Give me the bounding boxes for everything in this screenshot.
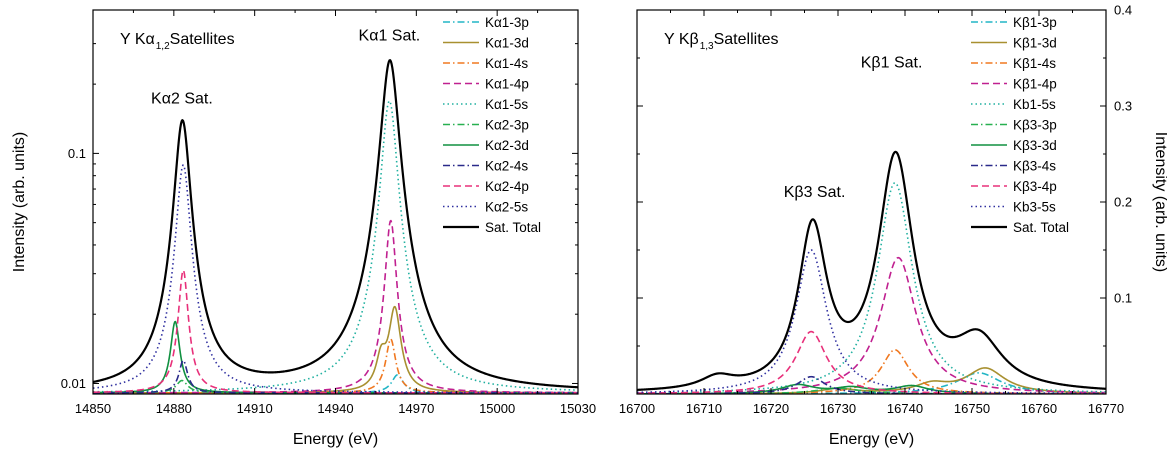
x-tick-label: 15000 <box>479 401 515 416</box>
y-axis-title: Intensity (arb. units) <box>1152 132 1167 273</box>
x-axis-title: Energy (eV) <box>829 431 914 448</box>
panel-title-rest: Satellites <box>714 31 779 48</box>
panel-title-main: Y Kα <box>120 31 155 48</box>
y-tick-label: 0.01 <box>61 376 86 391</box>
series-line-2 <box>93 338 578 394</box>
peak-annotation: Kβ1 Sat. <box>861 55 923 72</box>
x-tick-label: 16760 <box>1021 401 1057 416</box>
x-tick-label: 16740 <box>887 401 923 416</box>
peak-annotation: Kβ3 Sat. <box>784 184 846 201</box>
y-tick-label: 0.1 <box>1114 291 1132 306</box>
series-line-1 <box>637 367 1106 394</box>
legend-label: Kα1-5s <box>485 97 528 112</box>
series-line-6 <box>93 320 578 394</box>
x-tick-label: 15030 <box>560 401 596 416</box>
x-tick-label: 16700 <box>619 401 655 416</box>
series-line-10 <box>637 150 1106 391</box>
x-tick-label: 14880 <box>156 401 192 416</box>
legend-label: Kα2-3d <box>485 138 529 153</box>
legend-label: Kβ3-4s <box>1013 159 1056 174</box>
x-tick-label: 16710 <box>686 401 722 416</box>
x-tick-label: 14850 <box>75 401 111 416</box>
x-tick-label: 14970 <box>398 401 434 416</box>
legend-label: Kα2-5s <box>485 200 528 215</box>
x-tick-label: 16750 <box>954 401 990 416</box>
legend-label: Kα1-3d <box>485 36 529 51</box>
x-tick-label: 14910 <box>237 401 273 416</box>
legend-label: Kb1-5s <box>1013 97 1056 112</box>
panel-title-subscript: 1,3 <box>700 41 714 52</box>
x-tick-label: 16730 <box>820 401 856 416</box>
legend-label: Kβ1-3d <box>1013 36 1057 51</box>
peak-annotation: Kα1 Sat. <box>359 27 421 44</box>
legend-label: Kb3-5s <box>1013 200 1056 215</box>
legend-label: Kα2-4p <box>485 179 529 194</box>
legend-label: Kα2-4s <box>485 159 528 174</box>
legend-label: Sat. Total <box>485 220 541 235</box>
legend-label: Kα2-3p <box>485 118 529 133</box>
x-tick-label: 16720 <box>753 401 789 416</box>
y-axis-title: Intensity (arb. units) <box>11 132 28 273</box>
legend-label: Kα1-4p <box>485 77 529 92</box>
panel-title-main: Y Kβ <box>664 31 699 48</box>
legend-label: Kβ1-4s <box>1013 56 1056 71</box>
legend-label: Kβ3-3d <box>1013 138 1057 153</box>
y-tick-label: 0.3 <box>1114 99 1132 114</box>
panel-title-subscript: 1,2 <box>156 41 170 52</box>
x-axis-title: Energy (eV) <box>293 431 378 448</box>
legend-label: Kα1-4s <box>485 56 528 71</box>
series-line-4 <box>637 182 1106 394</box>
chart-panel-kb: 16700 16710 16720 16730 16740 16750 16760 16770… <box>619 3 1167 449</box>
panel-title-rest: Satellites <box>170 31 235 48</box>
series-line-3 <box>93 219 578 394</box>
series-line-10 <box>93 59 578 389</box>
legend-label: Kβ1-4p <box>1013 77 1057 92</box>
y-tick-label: 0.1 <box>68 146 86 161</box>
legend-label: Kα1-3p <box>485 15 529 30</box>
series-line-4 <box>93 100 578 393</box>
series-line-2 <box>637 349 1106 394</box>
legend-label: Kβ3-4p <box>1013 179 1057 194</box>
chart-panel-ka: 14850 14880 14910 14940 14970 15000 15030 0.01 0… <box>11 9 596 448</box>
legend-label: Kβ3-3p <box>1013 118 1057 133</box>
x-tick-label: 16770 <box>1088 401 1124 416</box>
y-tick-label: 0.2 <box>1114 195 1132 210</box>
legend-label: Sat. Total <box>1013 220 1069 235</box>
legend-label: Kβ1-3p <box>1013 15 1057 30</box>
x-tick-label: 14940 <box>317 401 353 416</box>
peak-annotation: Kα2 Sat. <box>151 90 213 107</box>
y-tick-label: 0.4 <box>1114 3 1132 18</box>
series-line-9 <box>93 164 578 394</box>
